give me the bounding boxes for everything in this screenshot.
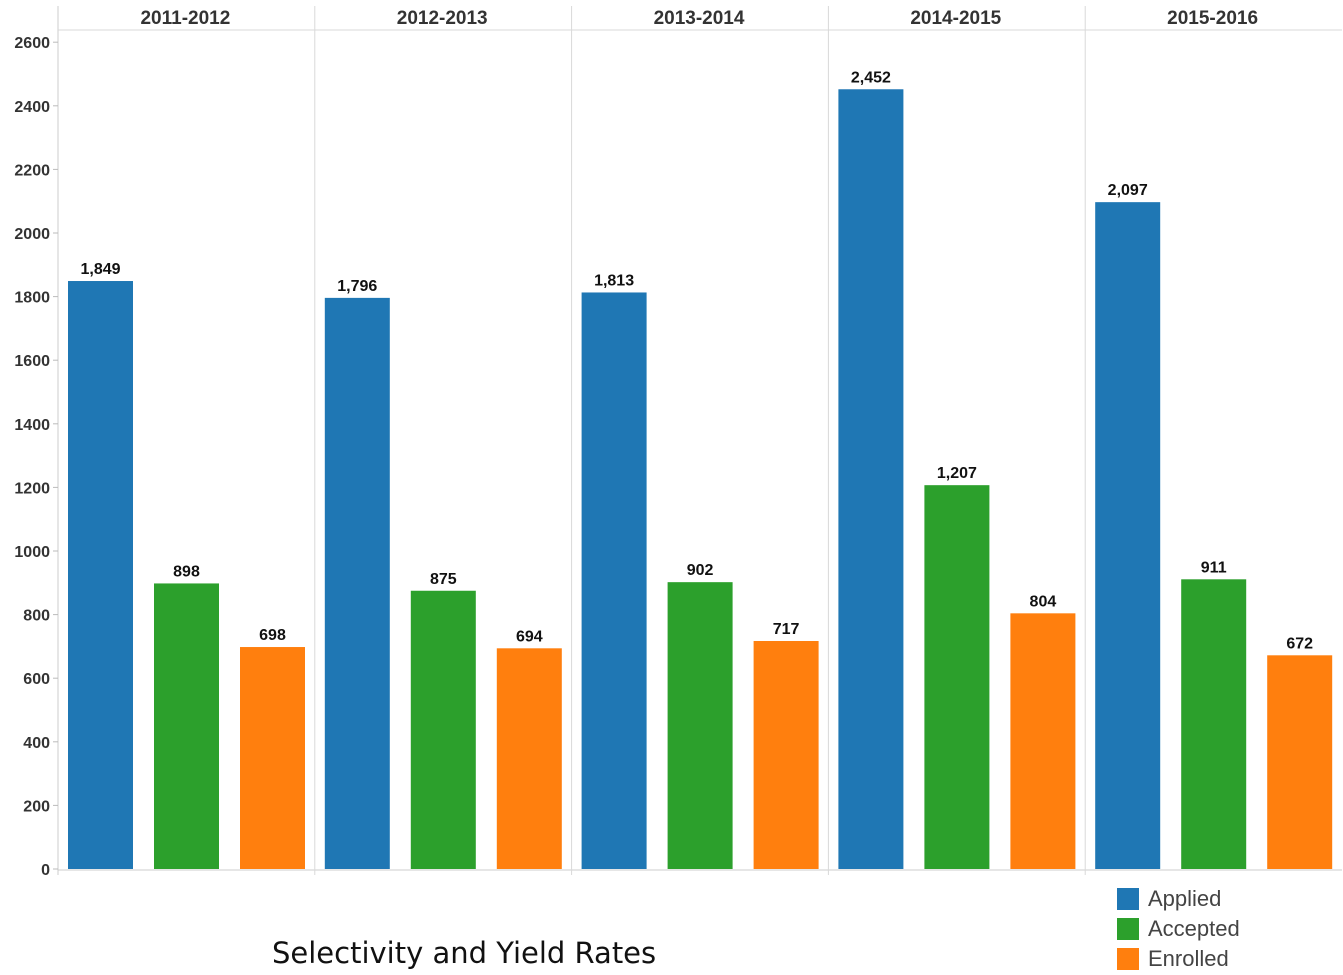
y-tick-label: 1400 — [14, 417, 50, 434]
y-tick-label: 800 — [23, 608, 50, 625]
y-tick-label: 0 — [41, 862, 50, 879]
data-label: 911 — [1201, 559, 1227, 576]
chart-title: Selectivity and Yield Rates — [272, 936, 657, 970]
y-tick-label: 2400 — [14, 99, 50, 116]
data-label: 804 — [1030, 593, 1057, 610]
legend-label-accepted: Accepted — [1148, 916, 1240, 941]
bar-enrolled — [753, 640, 819, 869]
y-tick-label: 1000 — [14, 544, 50, 561]
bar-applied — [581, 292, 647, 869]
panel-title: 2015-2016 — [1167, 8, 1258, 29]
data-label: 1,796 — [337, 278, 377, 295]
panel-title: 2012-2013 — [397, 8, 488, 29]
bar-accepted — [410, 590, 476, 869]
data-label: 898 — [173, 563, 200, 580]
bar-enrolled — [1267, 655, 1333, 869]
data-label: 698 — [259, 627, 286, 644]
bar-applied — [324, 297, 390, 869]
data-label: 1,813 — [594, 272, 634, 289]
y-tick-label: 1600 — [14, 353, 50, 370]
y-tick-label: 2000 — [14, 226, 50, 243]
legend-label-enrolled: Enrolled — [1148, 946, 1229, 971]
y-tick-label: 600 — [23, 671, 50, 688]
data-label: 1,207 — [937, 465, 977, 482]
bar-enrolled — [496, 648, 562, 869]
y-tick-label: 2600 — [14, 35, 50, 52]
legend-label-applied: Applied — [1148, 886, 1222, 911]
panel-title: 2011-2012 — [140, 8, 230, 29]
chart-panels: 2011-2012 1,849 898 698 2012-2013 1,796 875 694… — [68, 6, 1333, 875]
bar-accepted — [154, 583, 219, 869]
data-label: 717 — [773, 621, 800, 638]
legend-item-enrolled: Enrolled — [1117, 944, 1240, 974]
legend-item-accepted: Accepted — [1117, 914, 1240, 944]
bar-applied — [1095, 202, 1161, 870]
bar-applied — [838, 89, 904, 870]
data-label: 875 — [430, 571, 457, 588]
data-label: 2,097 — [1108, 182, 1148, 199]
y-axis: 0 200 400 600 800 1000 1200 1400 1600 1800 2000 220… — [14, 35, 58, 879]
y-tick-label: 2200 — [14, 162, 50, 179]
bar-accepted — [1181, 579, 1247, 869]
bar-accepted — [924, 485, 990, 869]
bar-accepted — [667, 582, 733, 869]
y-tick-label: 200 — [23, 798, 50, 815]
panel-title: 2013-2014 — [654, 8, 745, 29]
y-tick-label: 400 — [23, 735, 50, 752]
y-tick-label: 1200 — [14, 480, 50, 497]
data-label: 672 — [1286, 635, 1313, 652]
legend-swatch-enrolled — [1117, 948, 1139, 970]
bar-enrolled — [1010, 613, 1076, 869]
data-label: 2,452 — [851, 69, 891, 86]
data-label: 694 — [516, 628, 543, 645]
legend-item-applied: Applied — [1117, 884, 1240, 914]
data-label: 1,849 — [80, 261, 120, 278]
legend: Applied Accepted Enrolled — [1117, 884, 1240, 974]
legend-swatch-accepted — [1117, 918, 1139, 940]
bar-enrolled — [240, 647, 305, 869]
bar-applied — [68, 281, 133, 869]
data-label: 902 — [687, 562, 714, 579]
legend-swatch-applied — [1117, 888, 1139, 910]
panel-title: 2014-2015 — [910, 8, 1001, 29]
chart-frame — [57, 6, 1342, 875]
y-tick-label: 1800 — [14, 290, 50, 307]
